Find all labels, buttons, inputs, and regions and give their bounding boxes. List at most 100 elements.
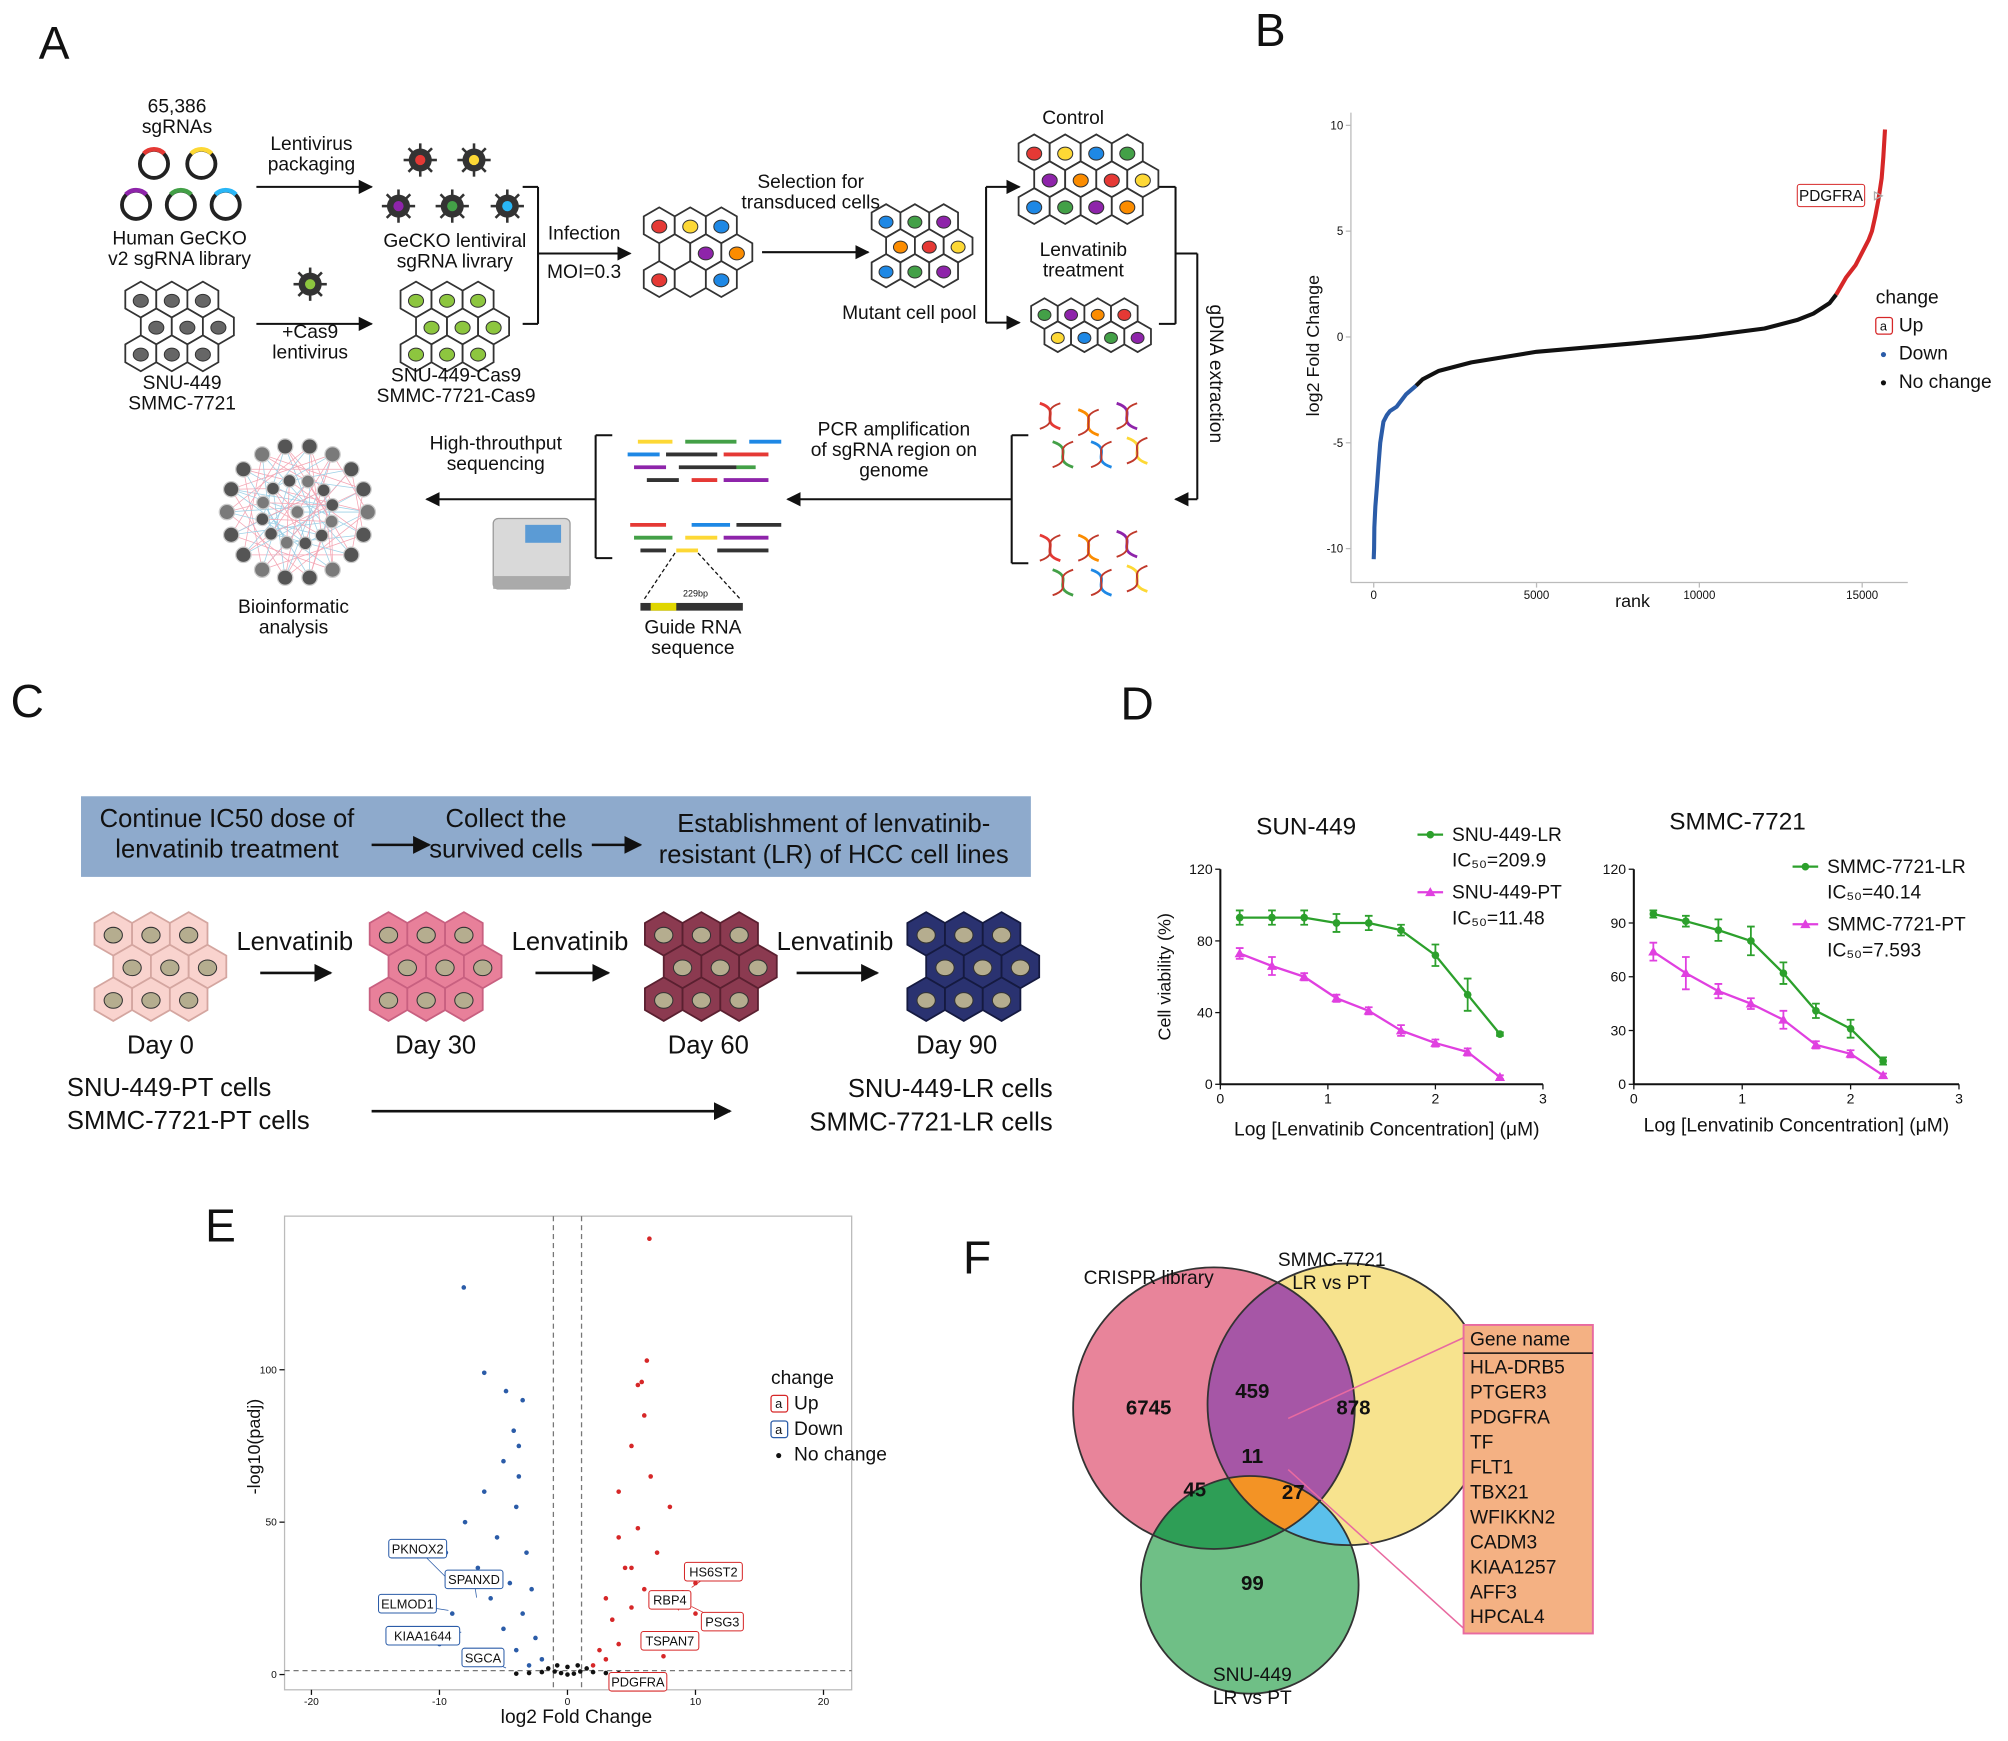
node xyxy=(324,446,341,463)
dna xyxy=(1126,436,1148,465)
edge xyxy=(332,454,369,513)
drug-label: Lenvatinib xyxy=(512,928,629,956)
nucleus xyxy=(1088,146,1105,161)
nucleus xyxy=(954,926,974,944)
day-label: Day 30 xyxy=(395,1032,476,1060)
edge xyxy=(262,518,333,571)
label: Mutant cell pool xyxy=(842,303,976,324)
dna xyxy=(1116,530,1138,558)
label: KIAA1257 xyxy=(1470,1557,1556,1578)
node xyxy=(255,512,270,527)
set-outline xyxy=(1140,1475,1360,1695)
point xyxy=(577,1669,583,1674)
guide-bar xyxy=(640,602,743,611)
nucleus xyxy=(936,265,952,279)
point xyxy=(603,1657,609,1662)
y-tick-label: 120 xyxy=(1603,861,1627,877)
label: genome xyxy=(859,460,928,481)
legend-ic50: IC₅₀=209.9 xyxy=(1452,851,1546,872)
plot-frame xyxy=(283,1215,853,1691)
nucleus xyxy=(1026,200,1043,215)
node xyxy=(300,474,315,489)
connector xyxy=(1287,1337,1464,1420)
point xyxy=(1648,946,1659,956)
plasmid xyxy=(137,147,170,180)
annotation-label: PDGFRA xyxy=(1799,188,1864,205)
annotation-label: ELMOD1 xyxy=(381,1597,434,1612)
legend-key xyxy=(1875,316,1894,335)
label: sequence xyxy=(651,638,734,659)
x-tick-label: 3 xyxy=(1955,1090,1963,1106)
point xyxy=(565,1664,570,1670)
label: v2 sgRNA library xyxy=(108,249,251,270)
edge xyxy=(231,454,333,490)
legend-title: change xyxy=(1876,287,1939,308)
point xyxy=(629,1565,634,1571)
point xyxy=(1299,971,1310,981)
nucleus xyxy=(729,926,749,944)
x-tick-label: 2 xyxy=(1847,1090,1855,1106)
point xyxy=(1462,1046,1473,1056)
node xyxy=(282,473,297,488)
chart-title: SUN-449 xyxy=(1256,814,1356,841)
annotation-label: SPANXD xyxy=(448,1572,500,1587)
nucleus xyxy=(470,293,487,308)
edge xyxy=(262,489,324,520)
label: SNU-449-Cas9 xyxy=(391,365,521,386)
node xyxy=(314,528,329,543)
label: sgRNAs xyxy=(142,117,212,138)
point xyxy=(1364,919,1373,927)
y-tick-label: 60 xyxy=(1610,969,1626,985)
point xyxy=(1235,913,1244,922)
point xyxy=(1846,1024,1855,1033)
x-tick-label: -10 xyxy=(432,1697,447,1708)
nucleus xyxy=(407,347,425,362)
node xyxy=(301,569,318,586)
nucleus xyxy=(713,273,730,288)
point xyxy=(1463,990,1472,999)
nucleus xyxy=(1026,146,1043,161)
point xyxy=(1682,917,1690,926)
label: treatment xyxy=(1043,261,1125,282)
point xyxy=(1268,913,1276,922)
annotation-box xyxy=(648,1590,692,1610)
point xyxy=(494,1535,500,1540)
series-line xyxy=(1834,129,1888,296)
plasmid xyxy=(209,188,242,221)
legend-key xyxy=(1801,862,1810,871)
edge xyxy=(226,511,322,536)
label: analysis xyxy=(259,618,328,639)
nucleus xyxy=(935,959,955,977)
point xyxy=(609,1617,615,1622)
panel-label: F xyxy=(963,1232,991,1284)
point xyxy=(524,1550,529,1555)
point xyxy=(644,1358,650,1363)
nucleus xyxy=(397,959,417,977)
annotation-box xyxy=(700,1611,744,1632)
legend-label: Down xyxy=(1899,344,1948,365)
edge xyxy=(350,489,364,555)
annotation-box xyxy=(444,1569,504,1590)
label: AFF3 xyxy=(1470,1582,1517,1603)
nucleus xyxy=(454,320,471,335)
region-count: 878 xyxy=(1336,1397,1370,1420)
y-tick-label: 30 xyxy=(1610,1022,1626,1038)
point xyxy=(616,1489,621,1494)
point xyxy=(1810,1039,1822,1049)
x-tick-label: 0 xyxy=(565,1697,571,1708)
annotation-box xyxy=(378,1593,437,1614)
point xyxy=(481,1489,487,1494)
edge xyxy=(289,468,352,482)
nucleus xyxy=(407,293,425,308)
label: CRISPR library xyxy=(1084,1268,1214,1289)
drug-label: Lenvatinib xyxy=(777,928,894,956)
node xyxy=(342,546,360,564)
edge xyxy=(309,446,323,536)
point xyxy=(520,1611,525,1616)
label: Bioinformatic xyxy=(238,597,349,618)
x-axis-label: log2 Fold Change xyxy=(501,1707,652,1728)
point xyxy=(520,1397,525,1403)
legend-key xyxy=(1880,380,1887,386)
point xyxy=(1496,1030,1504,1038)
nucleus xyxy=(1010,959,1031,977)
